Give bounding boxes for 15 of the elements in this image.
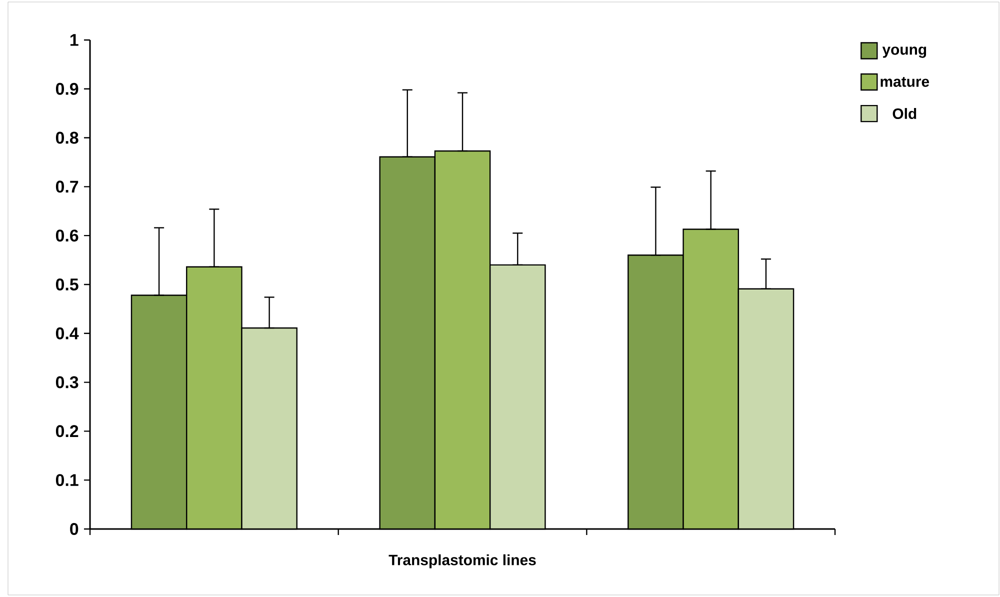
y-tick-label: 0.1 [56, 474, 78, 486]
legend-label: mature [880, 76, 930, 87]
y-tick-label: 0.4 [56, 327, 79, 340]
y-tick-label: 0.9 [56, 82, 78, 95]
y-tick-label: 0 [70, 522, 78, 535]
y-tick-label: 0.6 [56, 230, 78, 242]
y-tick-label: 0.2 [56, 425, 78, 438]
y-tick-label: 0.3 [56, 376, 78, 388]
y-tick-label: 1 [70, 34, 78, 46]
legend-label: Old [892, 108, 916, 119]
y-tick-label: 0.7 [56, 180, 78, 193]
y-tick-label: 0.5 [56, 278, 78, 290]
x-axis-title: Transplastomic lines [388, 554, 536, 568]
y-tick-label: 0.8 [56, 132, 78, 144]
legend-label: young [882, 46, 926, 58]
